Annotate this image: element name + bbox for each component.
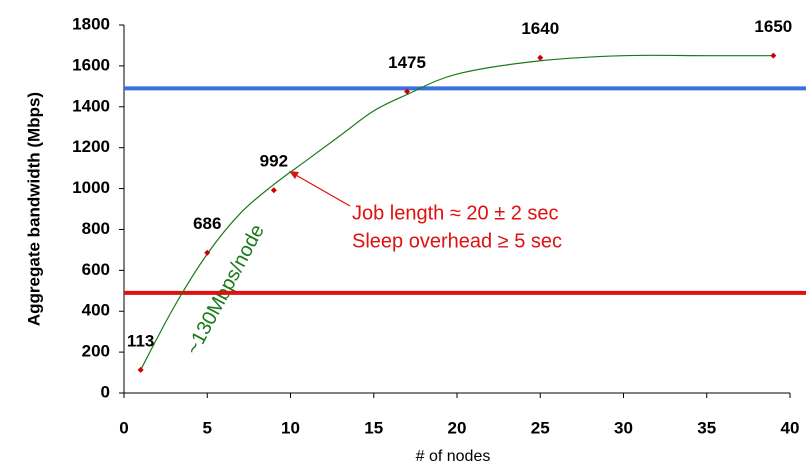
value-label: 686	[193, 214, 221, 233]
y-tick-label: 1200	[72, 137, 110, 156]
y-tick-label: 600	[82, 260, 110, 279]
point	[137, 366, 144, 373]
annotation: Sleep overhead ≥ 5 sec	[352, 230, 562, 252]
value-label: 992	[260, 152, 288, 171]
value-label: 113	[127, 331, 154, 350]
value-label: 1475	[388, 53, 426, 72]
annotation: Job length ≈ 20 ± 2 sec	[352, 202, 559, 224]
y-tick-label: 1800	[72, 14, 110, 33]
x-tick-label: 35	[697, 418, 716, 437]
x-tick-label: 5	[203, 418, 212, 437]
y-tick-label: 200	[82, 342, 110, 361]
x-axis-label: # of nodes	[416, 448, 491, 465]
x-tick-label: 40	[781, 418, 800, 437]
point	[270, 187, 277, 194]
annotation: ~130Mbps/node	[182, 221, 269, 358]
y-tick-label: 1000	[72, 178, 110, 197]
x-tick-label: 25	[531, 418, 550, 437]
point	[404, 88, 411, 95]
y-tick-label: 400	[82, 301, 110, 320]
x-tick-label: 15	[364, 418, 383, 437]
point	[204, 249, 211, 256]
point	[537, 54, 544, 61]
x-tick-label: 10	[281, 418, 300, 437]
arrow-head	[289, 171, 299, 179]
y-tick-label: 1400	[72, 96, 110, 115]
point	[770, 52, 777, 59]
value-label: 1640	[521, 19, 559, 38]
value-label: 1650	[754, 17, 792, 36]
y-tick-label: 0	[101, 382, 110, 401]
y-tick-label: 800	[82, 219, 110, 238]
x-tick-label: 20	[448, 418, 467, 437]
trend-line	[140, 54, 774, 371]
y-tick-label: 1600	[72, 55, 110, 74]
y-axis-label: Aggregate bandwidth (Mbps)	[24, 92, 43, 326]
x-tick-label: 30	[614, 418, 633, 437]
x-tick-label: 0	[119, 418, 128, 437]
annotation-arrow	[293, 173, 351, 207]
